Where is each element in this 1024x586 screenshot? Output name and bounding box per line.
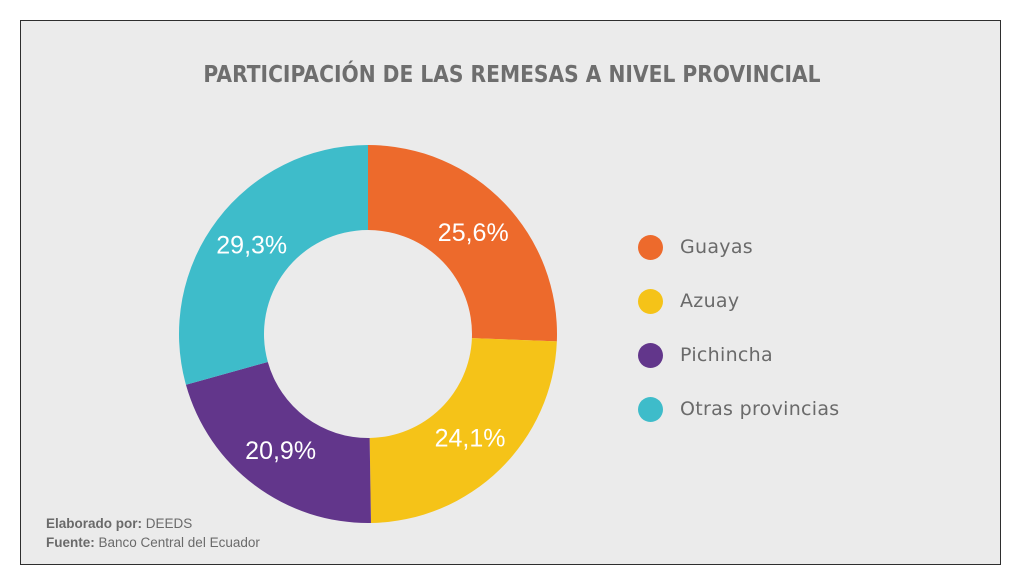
legend-item-otras-provincias: Otras provincias <box>638 382 840 436</box>
credit-fuente-value: Banco Central del Ecuador <box>94 535 260 550</box>
slice-otras-provincias <box>179 145 368 385</box>
slice-label-azuay: 24,1% <box>435 424 506 452</box>
legend-swatch-azuay <box>638 288 663 314</box>
legend-swatch-otras-provincias <box>638 396 663 422</box>
legend-label-azuay: Azuay <box>680 290 740 312</box>
slice-guayas <box>368 145 557 342</box>
slice-azuay <box>369 338 557 523</box>
credit-elaborado: Elaborado por: DEEDS <box>46 514 260 533</box>
legend-swatch-guayas <box>638 234 663 260</box>
credit-fuente: Fuente: Banco Central del Ecuador <box>46 533 260 552</box>
legend-label-pichincha: Pichincha <box>680 344 773 366</box>
chart-title: PARTICIPACIÓN DE LAS REMESAS A NIVEL PRO… <box>203 62 821 88</box>
legend-label-otras-provincias: Otras provincias <box>680 398 840 420</box>
legend-label-guayas: Guayas <box>680 236 753 258</box>
credit-elaborado-label: Elaborado por: <box>46 516 143 531</box>
legend: Guayas Azuay Pichincha Otras provincias <box>638 220 840 436</box>
slice-label-pichincha: 20,9% <box>245 437 316 465</box>
legend-item-pichincha: Pichincha <box>638 328 840 382</box>
slice-label-otras-provincias: 29,3% <box>216 232 287 260</box>
legend-item-azuay: Azuay <box>638 274 840 328</box>
legend-item-guayas: Guayas <box>638 220 840 274</box>
credits: Elaborado por: DEEDS Fuente: Banco Centr… <box>46 514 260 552</box>
credit-fuente-label: Fuente: <box>46 535 95 550</box>
legend-swatch-pichincha <box>638 342 663 368</box>
slice-label-guayas: 25,6% <box>438 219 509 247</box>
slice-pichincha <box>185 361 371 523</box>
credit-elaborado-value: DEEDS <box>142 516 193 531</box>
